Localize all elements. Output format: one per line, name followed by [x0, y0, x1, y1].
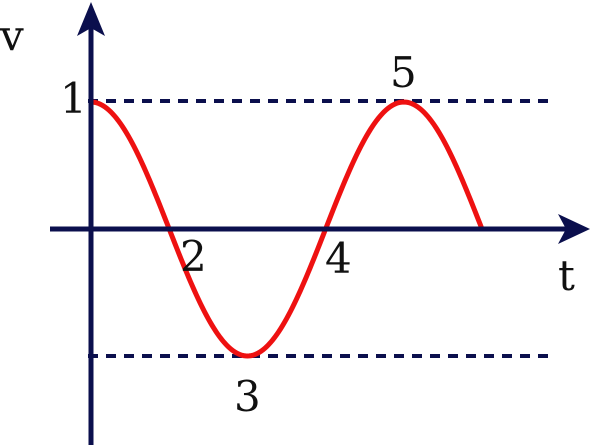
point-label-4: 4 — [325, 234, 352, 283]
point-label-3: 3 — [234, 372, 261, 421]
v-axis-arrowhead — [77, 2, 105, 36]
v-axis-label: v — [0, 11, 24, 60]
t-axis-label: t — [558, 251, 575, 300]
point-label-5: 5 — [390, 48, 417, 97]
point-label-1: 1 — [60, 74, 87, 123]
sine-curve — [88, 99, 485, 359]
t-axis-arrowhead — [558, 214, 590, 244]
point-label-2: 2 — [180, 232, 207, 281]
